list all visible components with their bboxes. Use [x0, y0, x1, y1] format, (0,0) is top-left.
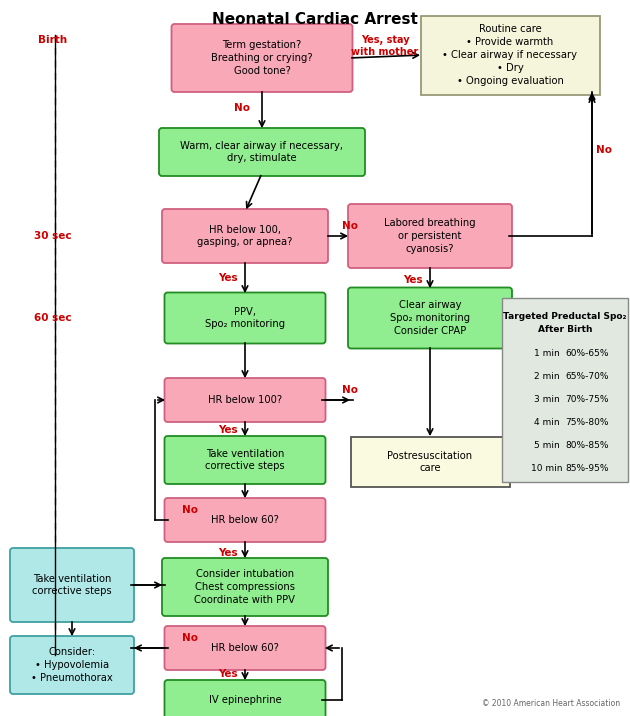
Text: 10 min: 10 min: [531, 464, 563, 473]
Text: 1 min: 1 min: [534, 349, 560, 358]
Text: Neonatal Cardiac Arrest: Neonatal Cardiac Arrest: [212, 12, 418, 27]
Text: Yes: Yes: [218, 273, 238, 283]
FancyBboxPatch shape: [159, 128, 365, 176]
Text: Routine care
• Provide warmth
• Clear airway if necessary
• Dry
• Ongoing evalua: Routine care • Provide warmth • Clear ai…: [442, 24, 578, 86]
FancyBboxPatch shape: [350, 437, 510, 487]
Text: Yes, stay
with mother: Yes, stay with mother: [352, 35, 418, 57]
FancyBboxPatch shape: [420, 16, 600, 95]
Text: HR below 60?: HR below 60?: [211, 643, 279, 653]
FancyBboxPatch shape: [164, 436, 326, 484]
Text: Yes: Yes: [218, 669, 238, 679]
Text: No: No: [342, 221, 358, 231]
FancyBboxPatch shape: [162, 558, 328, 616]
Text: © 2010 American Heart Association: © 2010 American Heart Association: [482, 699, 620, 708]
FancyBboxPatch shape: [502, 298, 628, 482]
Text: No: No: [182, 505, 198, 515]
FancyBboxPatch shape: [162, 209, 328, 263]
Text: No: No: [234, 103, 250, 113]
Text: Warm, clear airway if necessary,
dry, stimulate: Warm, clear airway if necessary, dry, st…: [181, 140, 343, 163]
Text: HR below 100,
gasping, or apnea?: HR below 100, gasping, or apnea?: [197, 225, 293, 248]
Text: 80%-85%: 80%-85%: [565, 441, 609, 450]
Text: Targeted Preductal Spo₂: Targeted Preductal Spo₂: [503, 312, 627, 321]
Text: Consider intubation
Chest compressions
Coordinate with PPV: Consider intubation Chest compressions C…: [195, 569, 295, 605]
FancyBboxPatch shape: [171, 24, 353, 92]
Text: 60%-65%: 60%-65%: [565, 349, 609, 358]
FancyBboxPatch shape: [10, 548, 134, 622]
Text: Yes: Yes: [403, 275, 423, 285]
FancyBboxPatch shape: [164, 498, 326, 542]
Text: Consider:
• Hypovolemia
• Pneumothorax: Consider: • Hypovolemia • Pneumothorax: [31, 647, 113, 683]
Text: HR below 100?: HR below 100?: [208, 395, 282, 405]
FancyBboxPatch shape: [164, 293, 326, 344]
Text: No: No: [596, 145, 612, 155]
Text: 65%-70%: 65%-70%: [565, 372, 609, 381]
Text: Yes: Yes: [218, 548, 238, 558]
Text: PPV,
Spo₂ monitoring: PPV, Spo₂ monitoring: [205, 306, 285, 329]
Text: 70%-75%: 70%-75%: [565, 395, 609, 404]
Text: Take ventilation: Take ventilation: [33, 574, 111, 584]
Text: Term gestation?
Breathing or crying?
Good tone?: Term gestation? Breathing or crying? Goo…: [211, 40, 313, 76]
Text: corrective steps: corrective steps: [32, 586, 112, 596]
Text: 30 sec: 30 sec: [34, 231, 72, 241]
Text: Clear airway
Spo₂ monitoring
Consider CPAP: Clear airway Spo₂ monitoring Consider CP…: [390, 300, 470, 336]
Text: IV epinephrine: IV epinephrine: [209, 695, 282, 705]
Text: 5 min: 5 min: [534, 441, 560, 450]
Text: HR below 60?: HR below 60?: [211, 515, 279, 525]
FancyBboxPatch shape: [10, 636, 134, 694]
Text: 2 min: 2 min: [534, 372, 560, 381]
FancyBboxPatch shape: [164, 680, 326, 716]
FancyBboxPatch shape: [164, 378, 326, 422]
Text: Postresuscitation
care: Postresuscitation care: [387, 450, 472, 473]
Text: 85%-95%: 85%-95%: [565, 464, 609, 473]
Text: No: No: [342, 385, 358, 395]
Text: 3 min: 3 min: [534, 395, 560, 404]
Text: 60 sec: 60 sec: [34, 313, 72, 323]
Text: No: No: [182, 633, 198, 643]
Text: 75%-80%: 75%-80%: [565, 418, 609, 427]
Text: Take ventilation
corrective steps: Take ventilation corrective steps: [205, 449, 285, 471]
Text: Yes: Yes: [218, 425, 238, 435]
FancyBboxPatch shape: [164, 626, 326, 670]
Text: After Birth: After Birth: [538, 325, 592, 334]
FancyBboxPatch shape: [348, 288, 512, 349]
Text: 4 min: 4 min: [534, 418, 560, 427]
Text: Labored breathing
or persistent
cyanosis?: Labored breathing or persistent cyanosis…: [384, 218, 476, 253]
Text: Birth: Birth: [38, 35, 67, 45]
FancyBboxPatch shape: [348, 204, 512, 268]
